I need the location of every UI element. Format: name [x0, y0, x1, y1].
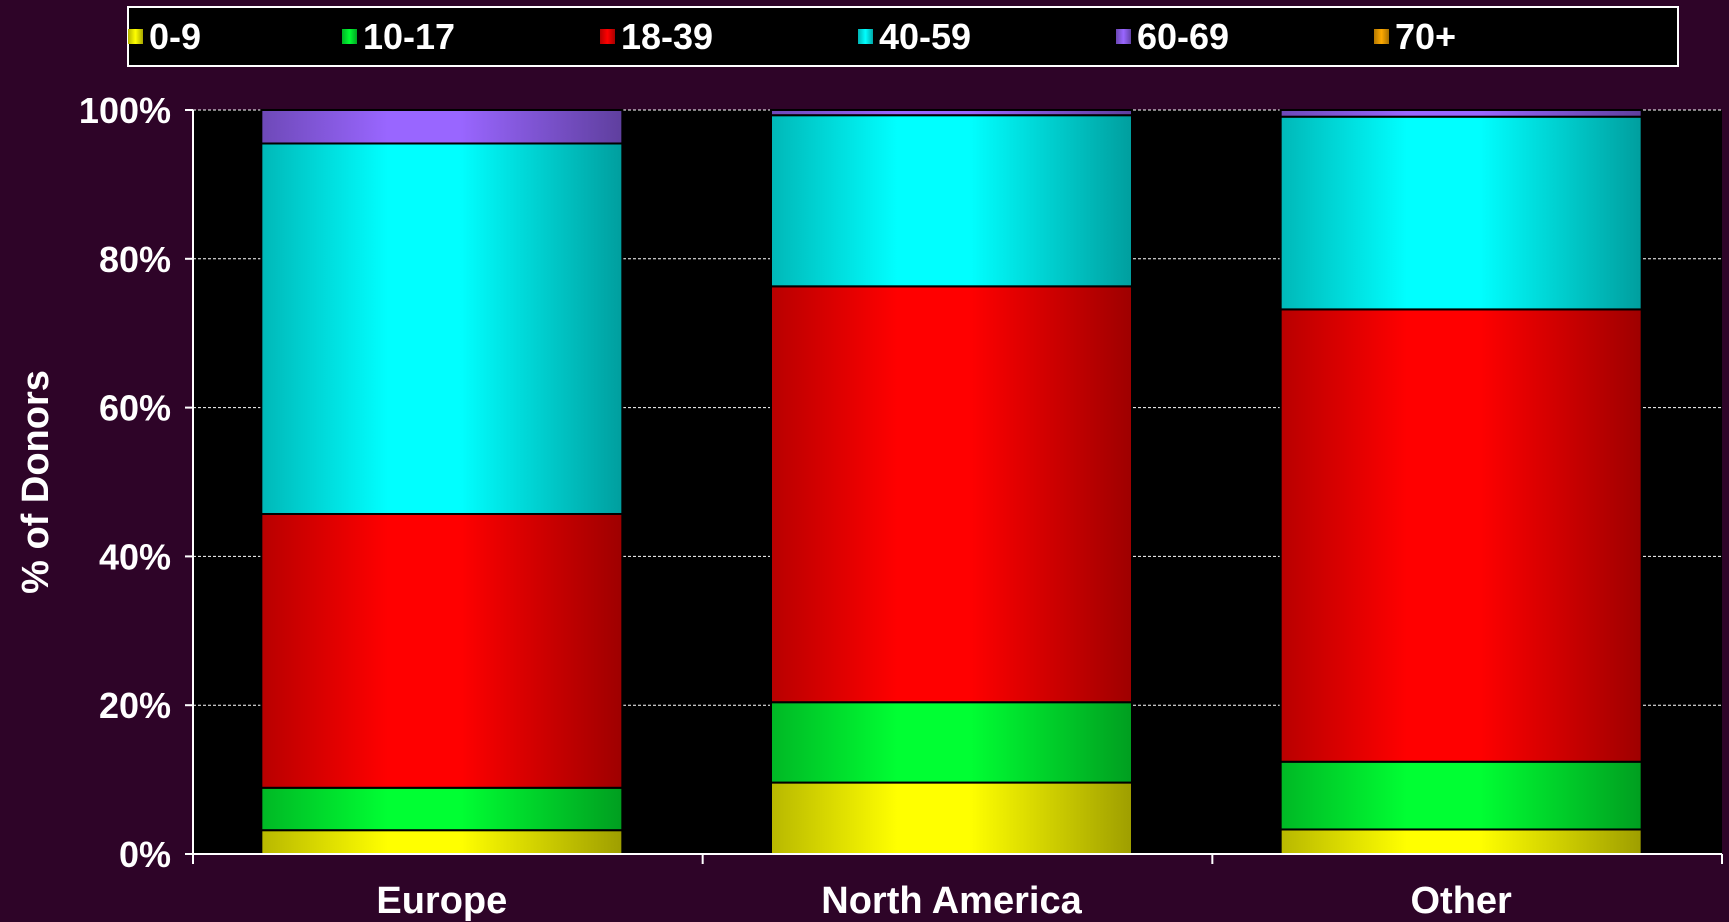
bar-segment-other-0-9: [1279, 828, 1643, 855]
bar-segment-north-america-10-17: [770, 701, 1133, 784]
legend-label: 40-59: [879, 15, 972, 57]
y-tick-label: 20%: [99, 685, 171, 726]
legend-label: 60-69: [1137, 15, 1230, 57]
legend-item-60-69: 60-69: [1116, 8, 1229, 65]
y-tick-label: 40%: [99, 536, 171, 577]
x-category-label: Other: [1410, 880, 1512, 922]
y-tick-label: 100%: [79, 90, 171, 131]
bar-segment-north-america-0-9: [770, 781, 1133, 855]
legend-label: 18-39: [621, 15, 714, 57]
legend-item-0-9: 0-9: [128, 8, 201, 65]
bar-segment-north-america-40-59: [770, 114, 1133, 288]
legend-item-18-39: 18-39: [600, 8, 713, 65]
bar-segment-other-40-59: [1279, 115, 1643, 311]
bar-segment-europe-18-39: [260, 512, 624, 789]
legend-swatch: [858, 29, 873, 44]
bar-segment-north-america-60-69: [770, 109, 1133, 117]
legend-item-40-59: 40-59: [858, 8, 971, 65]
legend-swatch: [342, 29, 357, 44]
y-tick-label: 60%: [99, 388, 171, 429]
bar-segment-europe-60-69: [260, 109, 624, 145]
bar-segment-other-18-39: [1279, 308, 1643, 763]
legend: 0-9 10-17 18-39 40-59 60-69 70+: [127, 6, 1679, 67]
bar-segment-europe-0-9: [260, 829, 624, 856]
bar-segment-other-60-69: [1279, 109, 1643, 118]
legend-swatch: [1116, 29, 1131, 44]
bar-segment-other-10-17: [1279, 760, 1643, 831]
legend-label: 70+: [1395, 15, 1457, 57]
y-tick-label: 80%: [99, 239, 171, 280]
x-category-label: North America: [821, 880, 1082, 922]
legend-label: 0-9: [149, 15, 202, 57]
bar-segment-europe-10-17: [260, 786, 624, 832]
legend-swatch: [1374, 29, 1389, 44]
legend-swatch: [128, 29, 143, 44]
legend-swatch: [600, 29, 615, 44]
legend-item-10-17: 10-17: [342, 8, 455, 65]
y-axis-title: % of Donors: [15, 370, 57, 594]
x-category-label: Europe: [376, 880, 507, 922]
bar-segment-north-america-18-39: [770, 285, 1133, 704]
bar-segment-europe-40-59: [260, 142, 624, 515]
y-tick-label: 0%: [119, 834, 171, 875]
legend-label: 10-17: [363, 15, 456, 57]
legend-item-70+: 70+: [1374, 8, 1456, 65]
